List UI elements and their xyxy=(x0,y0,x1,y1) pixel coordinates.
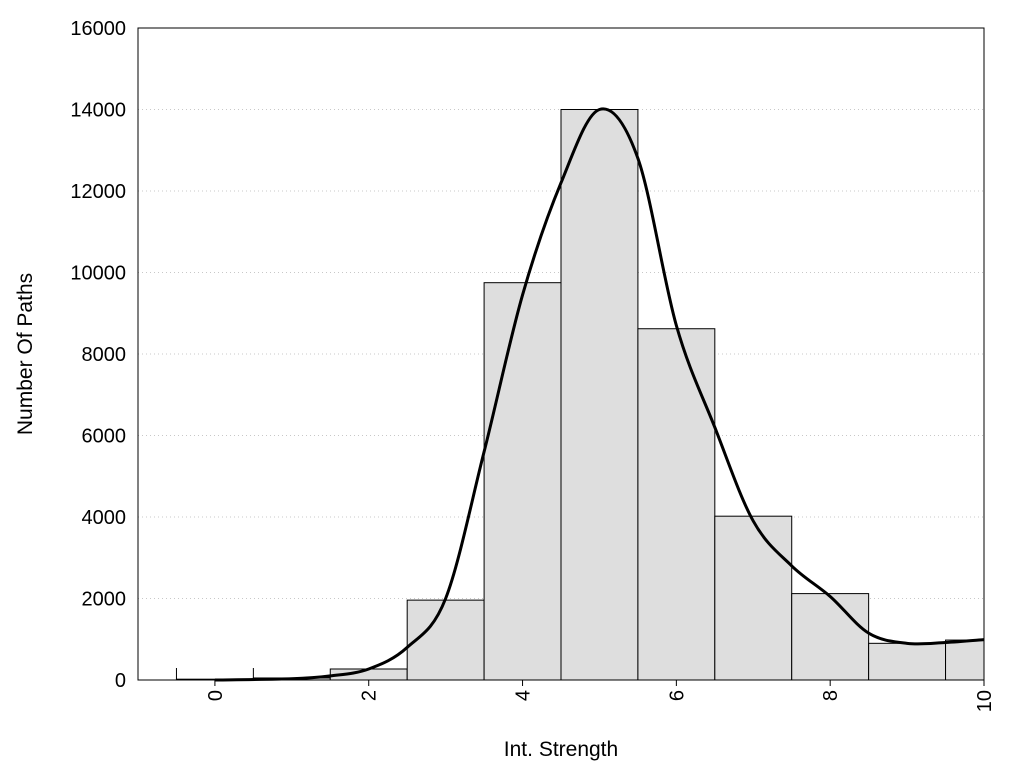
plot-frame xyxy=(137,27,985,681)
x-tick-label: 10 xyxy=(974,690,996,712)
x-tick-label: 8 xyxy=(820,690,842,701)
y-tick-label: 16000 xyxy=(70,18,126,40)
histogram-bar xyxy=(945,639,985,681)
histogram-bar xyxy=(483,282,562,681)
x-tick-label: 6 xyxy=(666,690,688,701)
y-tick-label: 6000 xyxy=(82,426,127,448)
histogram-bar xyxy=(868,642,947,681)
y-axis-label: Number Of Paths xyxy=(14,273,37,435)
y-tick-label: 14000 xyxy=(70,100,126,122)
histogram-bar xyxy=(406,599,485,681)
density-curve-group xyxy=(214,107,985,682)
histogram-bar xyxy=(714,515,793,681)
histogram-bar xyxy=(560,109,639,681)
histogram-bars xyxy=(175,109,985,681)
x-axis-label: Int. Strength xyxy=(504,738,618,761)
grid-lines xyxy=(138,109,984,599)
histogram-bar xyxy=(791,593,870,681)
x-tick-label: 4 xyxy=(513,690,535,701)
zero-markers xyxy=(175,668,254,680)
y-tick-label: 12000 xyxy=(70,181,126,203)
y-tick-label: 8000 xyxy=(82,344,127,366)
x-axis-ticks: 0 2 4 6 8 10 xyxy=(205,680,996,712)
x-tick-label: 0 xyxy=(205,690,227,701)
y-axis-ticks: 0 2000 4000 6000 8000 10000 12000 14000 16000 xyxy=(70,18,126,692)
y-tick-label: 2000 xyxy=(82,589,127,611)
x-tick-label: 2 xyxy=(359,690,381,701)
y-tick-label: 10000 xyxy=(70,263,126,285)
density-curve xyxy=(214,107,985,682)
y-tick-label: 4000 xyxy=(82,507,127,529)
histogram-bar xyxy=(637,328,716,681)
y-tick-label: 0 xyxy=(115,670,126,692)
